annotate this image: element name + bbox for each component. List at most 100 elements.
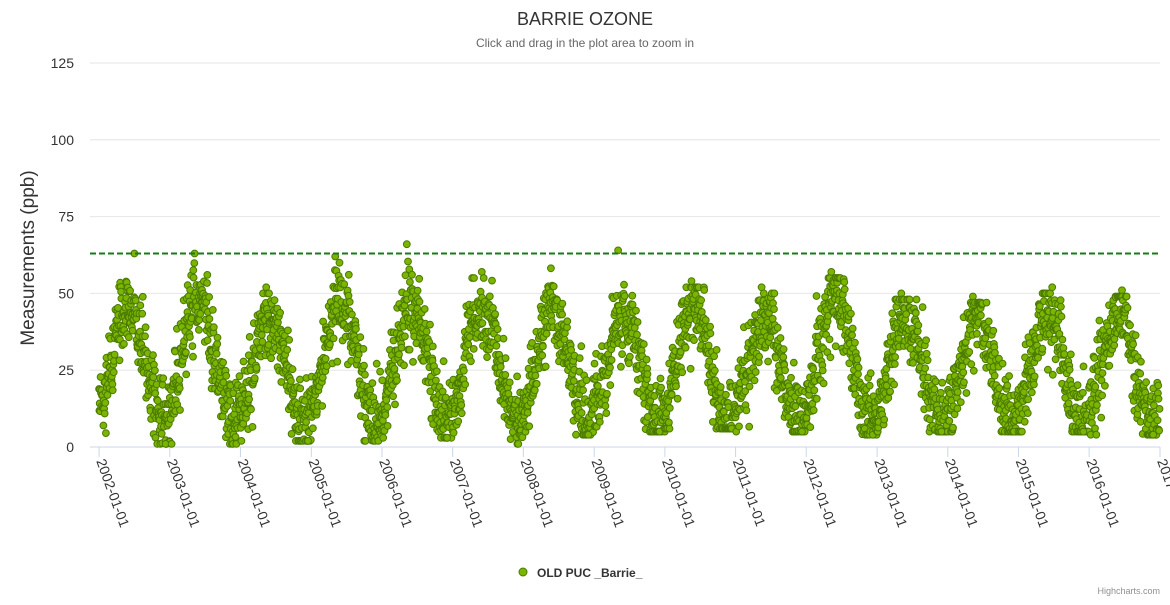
data-point[interactable] [126,286,135,295]
data-point[interactable] [208,306,217,314]
data-point[interactable] [667,390,676,399]
data-point[interactable] [806,423,815,432]
data-point[interactable] [681,343,690,352]
data-point[interactable] [1048,283,1057,292]
data-point[interactable] [108,386,117,395]
data-point[interactable] [798,427,806,436]
data-point[interactable] [1098,369,1107,378]
data-point[interactable] [633,318,642,326]
data-point[interactable] [454,417,463,426]
data-point[interactable] [643,370,652,379]
data-point[interactable] [492,341,501,350]
data-point[interactable] [356,333,365,342]
data-point[interactable] [245,395,254,404]
data-point[interactable] [340,280,349,289]
data-point[interactable] [1153,416,1162,425]
data-point[interactable] [415,297,424,306]
data-point[interactable] [531,371,540,380]
data-point[interactable] [766,333,775,342]
data-point[interactable] [770,289,779,298]
data-point[interactable] [831,342,840,351]
data-point[interactable] [701,316,710,325]
data-point[interactable] [1097,413,1106,422]
data-point[interactable] [1057,312,1066,321]
data-point[interactable] [914,321,923,330]
data-point[interactable] [945,417,954,425]
data-point[interactable] [219,358,228,367]
data-point[interactable] [449,428,458,437]
data-point[interactable] [706,329,715,338]
data-point[interactable] [117,287,125,296]
data-point[interactable] [960,378,968,387]
data-point[interactable] [1092,430,1101,439]
data-point[interactable] [532,380,541,388]
data-point[interactable] [1057,302,1065,311]
data-point[interactable] [189,266,198,275]
data-point[interactable] [1018,427,1026,436]
data-point[interactable] [287,430,296,438]
data-point[interactable] [372,359,381,368]
data-point[interactable] [1020,417,1029,426]
data-point[interactable] [189,352,197,361]
data-point[interactable] [547,264,555,273]
data-point[interactable] [102,429,110,438]
data-point[interactable] [826,353,835,362]
data-point[interactable] [382,396,391,405]
credits-link[interactable]: Highcharts.com [1097,586,1160,596]
data-point[interactable] [438,387,447,396]
data-point[interactable] [594,382,602,390]
data-point[interactable] [488,276,496,285]
legend-item-label[interactable]: OLD PUC _Barrie_ [537,566,643,580]
data-point[interactable] [905,295,914,304]
data-point[interactable] [483,353,492,362]
data-point[interactable] [558,299,567,308]
data-point[interactable] [213,340,222,348]
data-point[interactable] [267,354,276,363]
data-point[interactable] [203,271,212,279]
data-point[interactable] [639,340,648,349]
data-point[interactable] [151,366,159,375]
data-point[interactable] [577,342,586,351]
data-point[interactable] [937,388,945,397]
data-point[interactable] [787,373,795,382]
data-point[interactable] [149,351,157,360]
data-point[interactable] [1090,354,1099,362]
data-point[interactable] [258,337,267,346]
data-point[interactable] [665,404,674,412]
data-point[interactable] [1058,335,1067,344]
data-point[interactable] [513,372,521,381]
data-point[interactable] [1101,381,1109,390]
data-point[interactable] [493,325,502,334]
data-point[interactable] [379,433,388,442]
data-point[interactable] [549,282,558,291]
data-point[interactable] [277,378,286,386]
data-point[interactable] [620,280,628,289]
data-point[interactable] [818,366,827,375]
data-point[interactable] [984,317,993,326]
data-point[interactable] [602,409,611,418]
data-point[interactable] [283,345,292,354]
data-point[interactable] [528,339,536,347]
data-point[interactable] [276,308,285,317]
data-point[interactable] [712,346,721,354]
data-point[interactable] [361,437,370,445]
data-point[interactable] [628,300,637,309]
data-point[interactable] [990,371,999,380]
data-point[interactable] [710,352,718,361]
data-point[interactable] [115,356,124,365]
data-point[interactable] [880,415,889,424]
data-point[interactable] [167,440,176,448]
data-point[interactable] [175,384,184,393]
data-point[interactable] [751,368,760,376]
data-point[interactable] [182,348,190,357]
data-point[interactable] [457,409,466,418]
data-point[interactable] [501,371,510,379]
data-point[interactable] [977,311,985,320]
data-point[interactable] [248,423,257,431]
data-point[interactable] [491,310,500,318]
data-point[interactable] [1079,427,1088,436]
data-point[interactable] [1060,350,1069,359]
data-point[interactable] [496,362,505,371]
data-point[interactable] [309,424,317,433]
data-point[interactable] [257,331,266,339]
